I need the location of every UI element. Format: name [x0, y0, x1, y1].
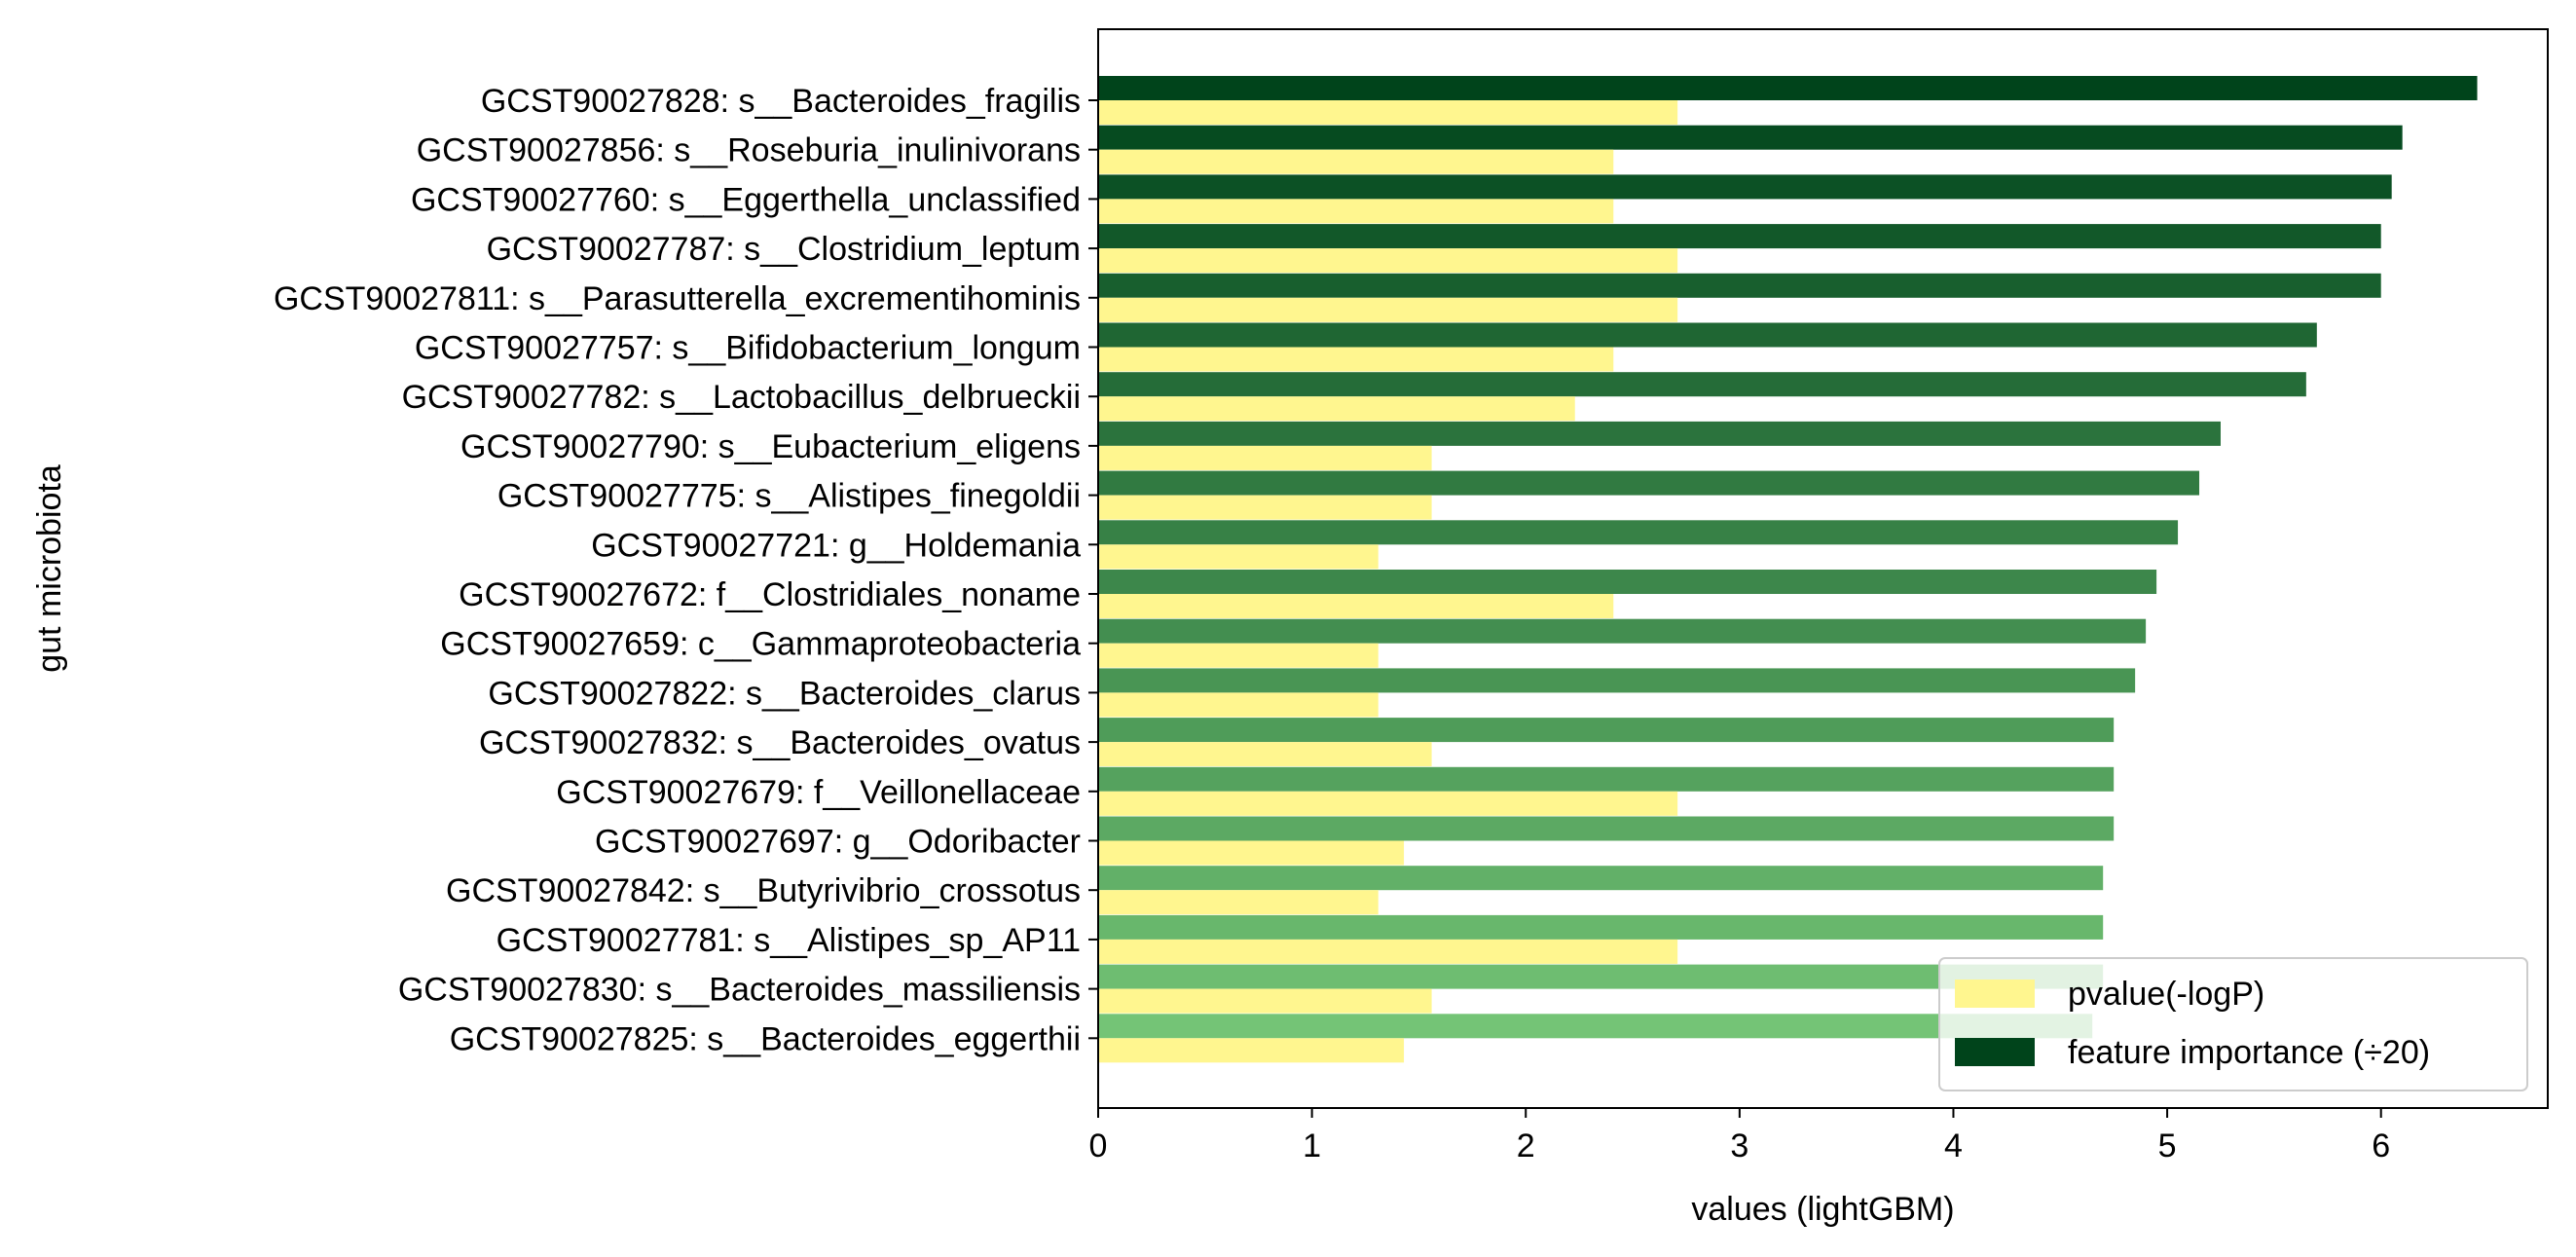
y-tick-label: GCST90027842: s__Butyrivibrio_crossotus [446, 872, 1081, 909]
bar-pvalue [1098, 495, 1432, 520]
bar-pvalue [1098, 1038, 1405, 1063]
y-tick-label: GCST90027775: s__Alistipes_finegoldii [497, 478, 1081, 515]
legend-label-feature-importance: feature importance (÷20) [2068, 1034, 2430, 1071]
bar-pvalue [1098, 890, 1379, 915]
bar-feature-importance [1098, 125, 2403, 150]
bar-pvalue [1098, 297, 1678, 322]
bar-pvalue [1098, 643, 1379, 668]
y-tick-label: GCST90027757: s__Bifidobacterium_longum [415, 330, 1081, 367]
bar-pvalue [1098, 791, 1678, 816]
x-tick-label: 6 [2372, 1128, 2390, 1165]
bar-pvalue [1098, 445, 1432, 470]
x-tick-label: 5 [2158, 1128, 2177, 1165]
bar-pvalue [1098, 692, 1379, 718]
legend: pvalue(-logP) feature importance (÷20) [1938, 957, 2528, 1091]
y-tick-label: GCST90027832: s__Bacteroides_ovatus [479, 724, 1081, 761]
bar-feature-importance [1098, 668, 2136, 693]
y-tick-label: GCST90027721: g__Holdemania [591, 527, 1081, 564]
bar-pvalue [1098, 742, 1432, 767]
bar-pvalue [1098, 939, 1678, 964]
plot-area-frame [1097, 28, 2549, 1109]
x-tick-label: 0 [1089, 1128, 1108, 1165]
legend-label-pvalue: pvalue(-logP) [2068, 976, 2264, 1013]
y-tick-label: GCST90027782: s__Lactobacillus_delbrueck… [402, 379, 1081, 416]
x-tick-label: 3 [1730, 1128, 1748, 1165]
y-tick-label: GCST90027822: s__Bacteroides_clarus [488, 675, 1081, 712]
x-tick-label: 2 [1517, 1128, 1535, 1165]
bar-feature-importance [1098, 618, 2147, 644]
bar-pvalue [1098, 988, 1432, 1014]
bar-feature-importance [1098, 421, 2221, 446]
bar-feature-importance [1098, 866, 2104, 891]
y-axis: GCST90027828: s__Bacteroides_fragilis GCS… [274, 83, 1098, 1057]
bar-feature-importance [1098, 520, 2179, 545]
y-tick-label: GCST90027790: s__Eubacterium_eligens [460, 428, 1081, 465]
bar-pvalue [1098, 248, 1678, 274]
bar-pvalue [1098, 594, 1614, 618]
bar-feature-importance [1098, 322, 2317, 348]
y-axis-title: gut microbiota [31, 464, 68, 673]
bar-pvalue [1098, 396, 1575, 422]
bar-feature-importance [1098, 174, 2392, 200]
bar-feature-importance [1098, 570, 2157, 594]
bar-feature-importance [1098, 718, 2115, 743]
bar-pvalue [1098, 840, 1405, 866]
x-tick-label: 1 [1303, 1128, 1321, 1165]
y-tick-label: GCST90027697: g__Odoribacter [595, 824, 1081, 861]
bar-feature-importance [1098, 766, 2115, 792]
y-tick-label: GCST90027781: s__Alistipes_sp_AP11 [497, 922, 1081, 959]
y-tick-label: GCST90027830: s__Bacteroides_massiliensi… [398, 972, 1081, 1009]
legend-box [1938, 957, 2528, 1091]
bar-feature-importance [1098, 470, 2200, 496]
y-tick-label: GCST90027825: s__Bacteroides_eggerthii [450, 1020, 1081, 1057]
bar-pvalue [1098, 149, 1614, 174]
bar-feature-importance [1098, 816, 2115, 841]
y-tick-label: GCST90027828: s__Bacteroides_fragilis [481, 83, 1081, 120]
bar-pvalue [1098, 100, 1678, 125]
bar-feature-importance [1098, 914, 2104, 940]
bar-feature-importance [1098, 1014, 2093, 1039]
bar-pvalue [1098, 199, 1614, 224]
bar-feature-importance [1098, 224, 2381, 249]
y-tick-label: GCST90027856: s__Roseburia_inulinivorans [417, 132, 1081, 169]
bar-pvalue [1098, 347, 1614, 372]
y-tick-label: GCST90027760: s__Eggerthella_unclassifie… [411, 181, 1081, 218]
bar-feature-importance [1098, 964, 2104, 989]
x-axis: 0 1 2 3 4 5 6 [1089, 1108, 2390, 1165]
bar-pvalue [1098, 544, 1379, 570]
bar-feature-importance [1098, 273, 2381, 298]
x-tick-label: 4 [1944, 1128, 1963, 1165]
y-tick-label: GCST90027659: c__Gammaproteobacteria [440, 626, 1081, 663]
y-tick-label: GCST90027672: f__Clostridiales_noname [459, 576, 1081, 613]
bar-feature-importance [1098, 372, 2306, 397]
bar-feature-importance [1098, 76, 2478, 100]
bars-layer [1098, 76, 2478, 1063]
y-tick-label: GCST90027679: f__Veillonellaceae [556, 774, 1081, 811]
legend-swatch-feature-importance [1955, 1038, 2035, 1066]
legend-swatch-pvalue [1955, 980, 2035, 1008]
x-axis-title: values (lightGBM) [1691, 1191, 1954, 1228]
y-tick-label: GCST90027811: s__Parasutterella_excremen… [274, 280, 1081, 317]
y-tick-label: GCST90027787: s__Clostridium_leptum [487, 231, 1081, 268]
